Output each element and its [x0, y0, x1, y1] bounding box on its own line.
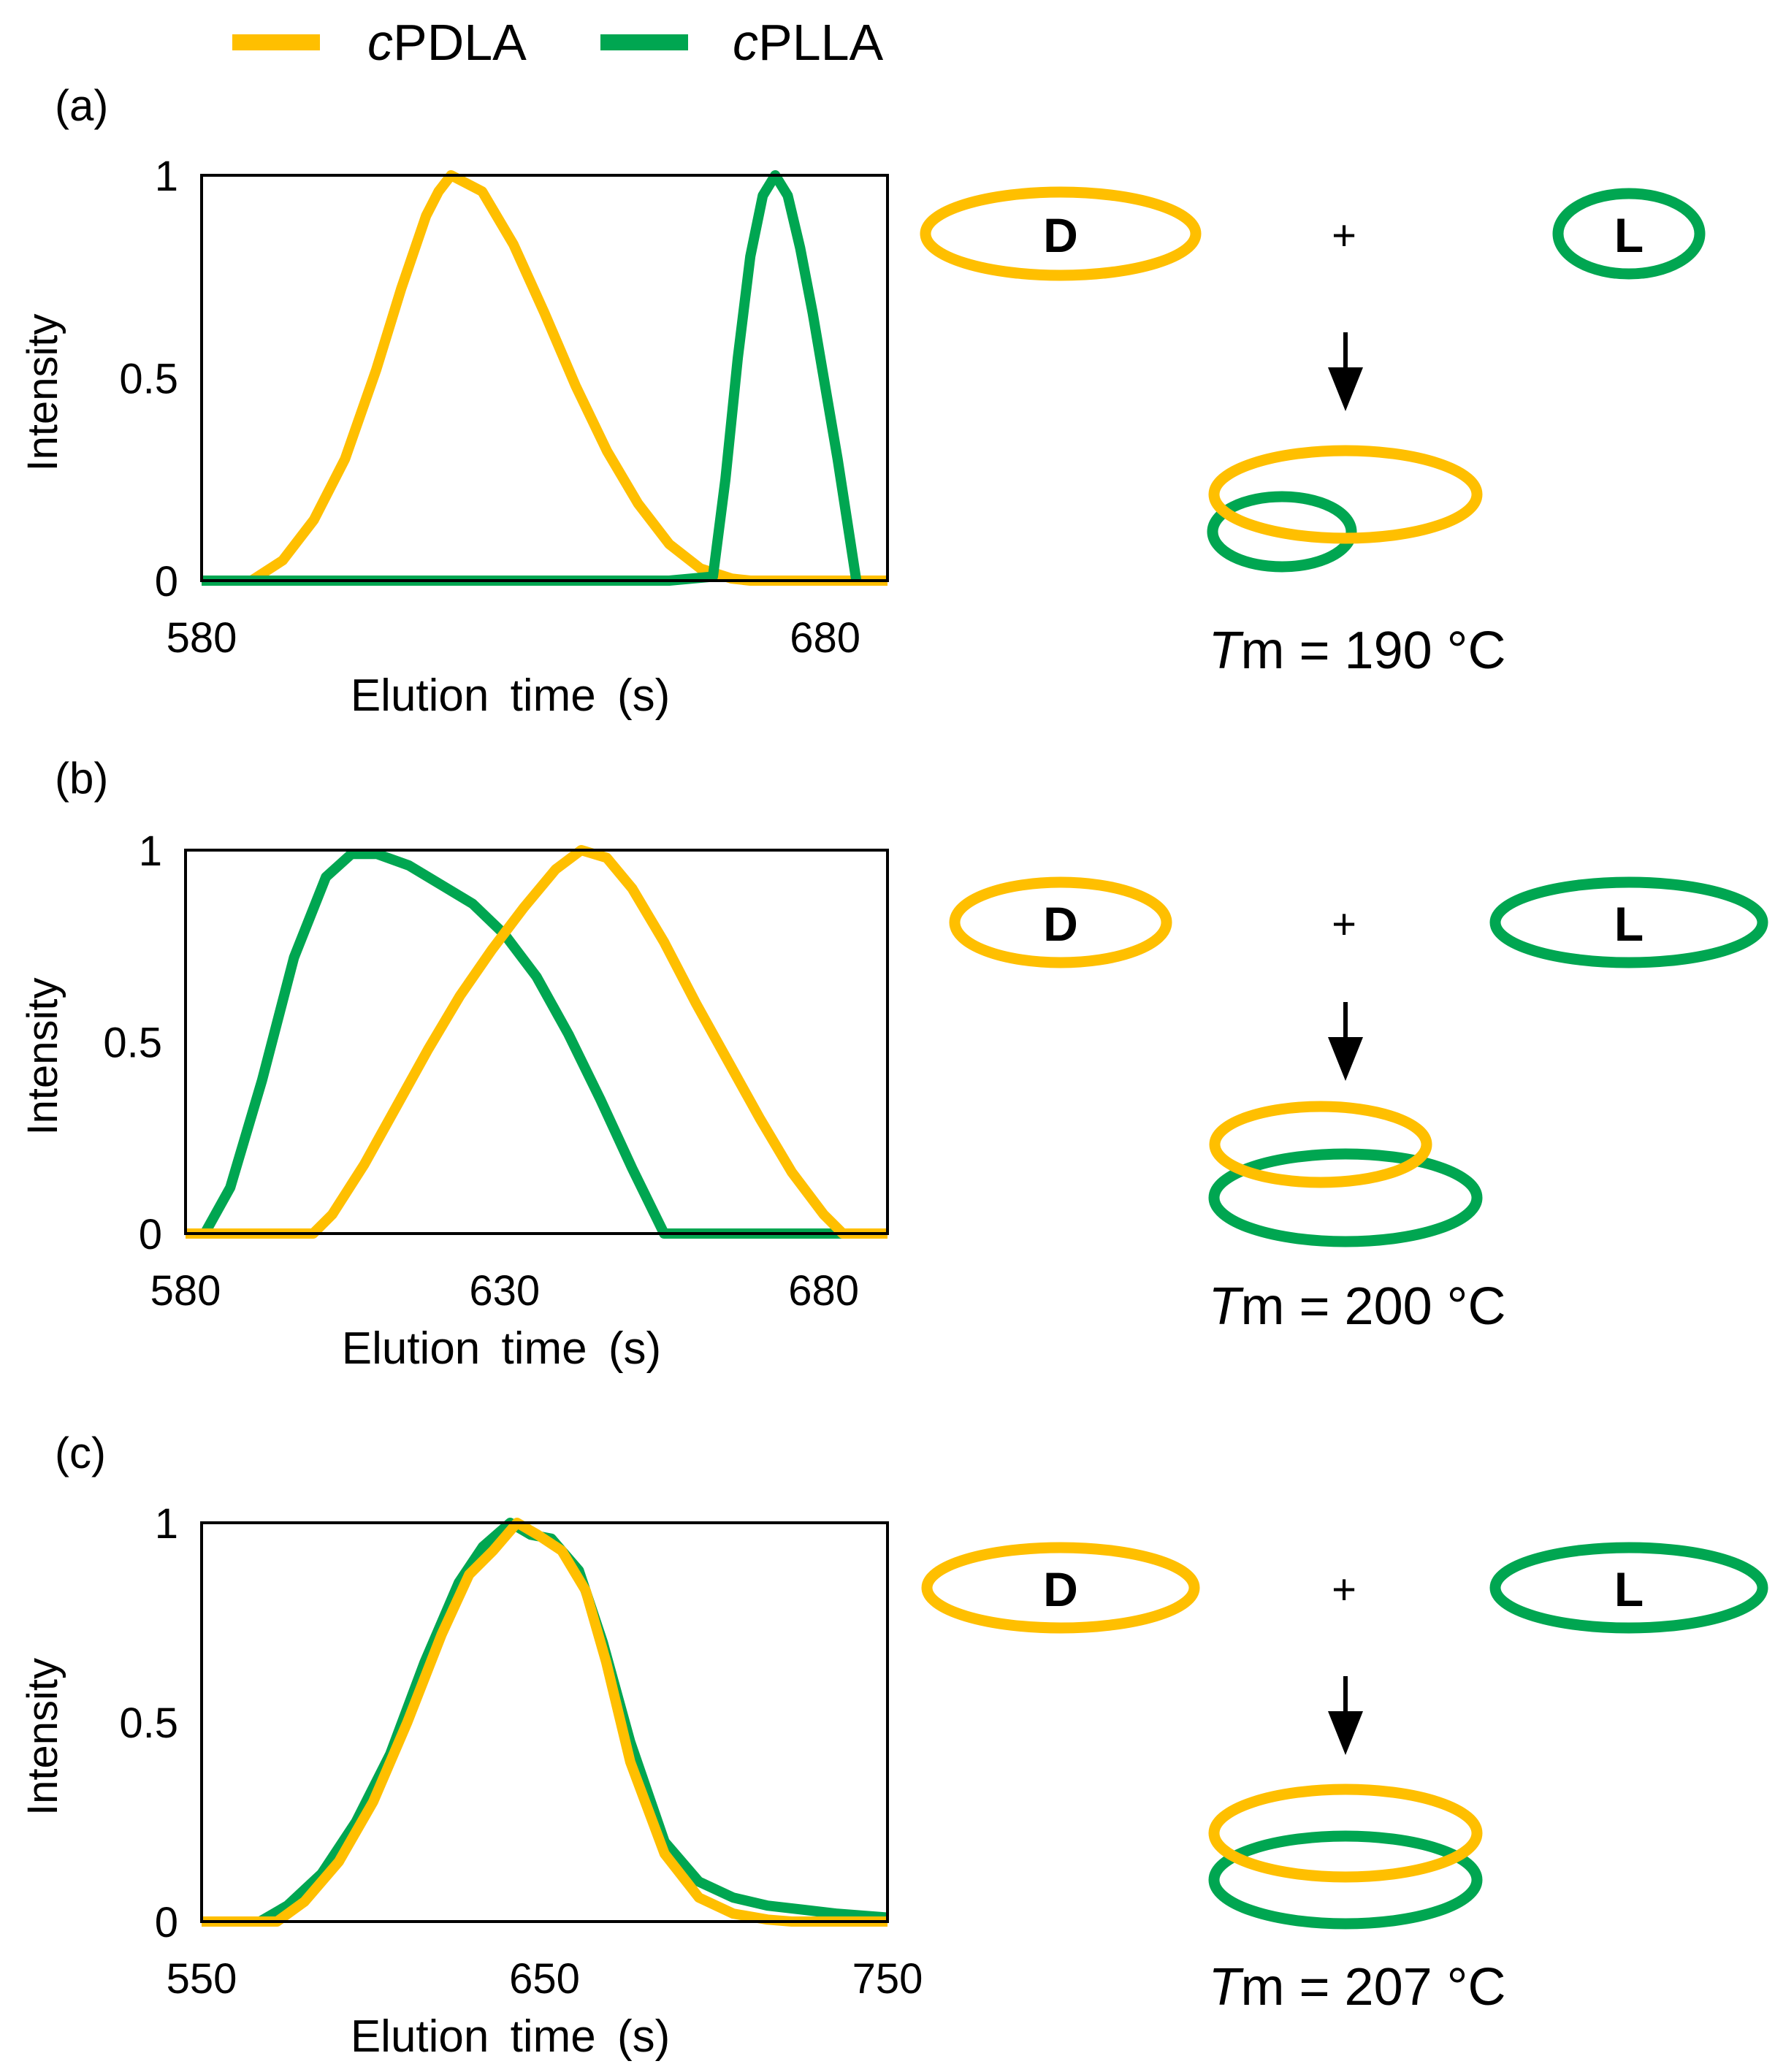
schematic-a: D + L Tm = 190 °C	[920, 186, 1706, 680]
complex-ring-d-c	[1208, 1784, 1483, 1883]
plot-frame-a	[200, 174, 889, 582]
ring-l-b	[1489, 876, 1768, 968]
ring-l-a	[1552, 188, 1706, 280]
series-line-cplla-b	[186, 849, 887, 1239]
x-axis-label-b: Elution time (s)	[342, 1323, 661, 1374]
x-tick-label-b: 680	[788, 1267, 859, 1315]
chart-b: 0 0.5 1 580 630 680 Elution time (s) Intensity	[19, 827, 889, 1374]
ring-d-c	[921, 1542, 1200, 1634]
ring-l-label-b: L	[1614, 897, 1644, 951]
complex-ring-d-a	[1208, 445, 1483, 544]
x-axis-label-a: Elution time (s)	[351, 670, 670, 721]
series-line-cpdla-c	[202, 1518, 887, 1927]
chart-a: 0 0.5 1 580 680 Elution time (s) Intensity	[19, 153, 889, 721]
y-tick-label-b: 0.5	[103, 1020, 162, 1067]
plus-sign-a: +	[1332, 212, 1356, 259]
ring-d-label-c: D	[1043, 1562, 1078, 1616]
x-axis-label-c: Elution time (s)	[351, 2011, 670, 2062]
panel-label-b: (b)	[55, 754, 108, 803]
tm-label-c: Tm = 207 °C	[1209, 1958, 1506, 2016]
plot-frame-b	[184, 849, 889, 1235]
y-axis-label-c: Intensity	[19, 1658, 66, 1816]
plot-frame-c	[200, 1521, 889, 1923]
complex-ring-l-b	[1208, 1148, 1483, 1247]
ring-l-label-a: L	[1614, 208, 1644, 262]
ring-d-label-b: D	[1043, 897, 1078, 951]
x-tick-label-a: 580	[167, 614, 237, 662]
chart-c: 0 0.5 1 550 650 750 Elution time (s) Intensity	[19, 1500, 923, 2062]
panel-label-c: (c)	[55, 1429, 106, 1477]
series-line-cplla-a	[202, 170, 862, 586]
x-tick-label-c: 650	[509, 1955, 580, 2003]
y-tick-label-c: 1	[155, 1500, 178, 1548]
x-tick-label-b: 580	[150, 1267, 221, 1315]
legend: cPDLA cPLLA	[232, 14, 884, 71]
plus-sign-c: +	[1332, 1566, 1356, 1613]
ring-d-a	[920, 186, 1202, 281]
ring-d-label-a: D	[1043, 208, 1078, 262]
panel-label-a: (a)	[55, 81, 108, 130]
legend-label-cplla: cPLLA	[733, 14, 884, 71]
tm-label-a: Tm = 190 °C	[1209, 622, 1506, 680]
y-tick-label-a: 0.5	[119, 356, 178, 403]
x-tick-label-a: 680	[790, 614, 860, 662]
plus-sign-b: +	[1332, 901, 1356, 948]
series-line-cplla-c	[202, 1518, 887, 1927]
series-line-cpdla-b	[186, 845, 887, 1239]
schematic-b: D + L Tm = 200 °C	[949, 876, 1768, 1336]
legend-label-cpdla: cPDLA	[367, 14, 527, 71]
complex-ring-l-a	[1207, 491, 1357, 573]
y-tick-label-c: 0	[155, 1899, 178, 1946]
complex-ring-d-b	[1209, 1101, 1432, 1188]
ring-d-b	[949, 876, 1172, 968]
y-tick-label-a: 1	[155, 153, 178, 200]
ring-l-c	[1489, 1542, 1768, 1634]
y-tick-label-b: 0	[139, 1211, 162, 1258]
x-tick-label-c: 550	[167, 1955, 237, 2003]
y-axis-label-a: Intensity	[19, 314, 66, 472]
ring-l-label-c: L	[1614, 1562, 1644, 1616]
schematic-c: D + L Tm = 207 °C	[921, 1542, 1768, 2016]
x-tick-label-b: 630	[469, 1267, 540, 1315]
series-line-cpdla-a	[202, 170, 887, 586]
y-axis-label-b: Intensity	[19, 978, 66, 1136]
y-tick-label-a: 0	[155, 558, 178, 605]
x-tick-label-c: 750	[852, 1955, 923, 2003]
complex-ring-l-c	[1208, 1830, 1483, 1930]
y-tick-label-b: 1	[139, 827, 162, 875]
y-tick-label-c: 0.5	[119, 1700, 178, 1747]
tm-label-b: Tm = 200 °C	[1209, 1277, 1506, 1336]
